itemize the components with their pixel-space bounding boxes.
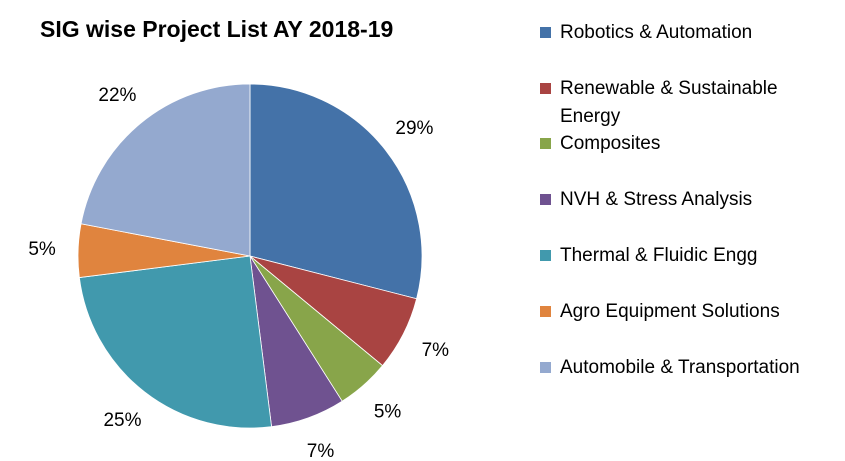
data-label-composites: 5% <box>374 402 402 423</box>
legend-swatch <box>540 27 551 38</box>
data-label-nvh-and-stress-analysis: 7% <box>307 441 335 461</box>
data-label-automobile-and-transportation: 22% <box>98 85 136 106</box>
legend-swatch <box>540 138 551 149</box>
legend-swatch <box>540 250 551 261</box>
data-label-robotics-and-automation: 29% <box>395 118 433 139</box>
legend-swatch <box>540 83 551 94</box>
legend-label: Renewable & Sustainable Energy <box>560 78 778 127</box>
pie-slice-robotics-and-automation <box>249 83 423 300</box>
legend-label: Automobile & Transportation <box>560 357 800 378</box>
legend-label: Robotics & Automation <box>560 22 753 43</box>
legend-label: NVH & Stress Analysis <box>560 189 753 210</box>
data-label-renewable-and-sustainable-energy: 7% <box>422 340 450 361</box>
legend-swatch <box>540 194 551 205</box>
pie-slice-thermal-and-fluidic-engg <box>78 255 273 429</box>
legend-label: Composites <box>560 133 661 154</box>
legend-swatch <box>540 362 551 373</box>
pie-slice-automobile-and-transportation <box>80 83 251 257</box>
data-label-thermal-and-fluidic-engg: 25% <box>103 410 141 431</box>
legend-label: Thermal & Fluidic Engg <box>560 245 758 266</box>
data-label-agro-equipment-solutions: 5% <box>28 239 56 260</box>
chart-title: SIG wise Project List AY 2018-19 <box>40 16 394 42</box>
legend-label: Agro Equipment Solutions <box>560 301 780 322</box>
legend: Robotics & Automation Renewable & Sustain… <box>540 0 840 461</box>
legend-swatch <box>540 306 551 317</box>
